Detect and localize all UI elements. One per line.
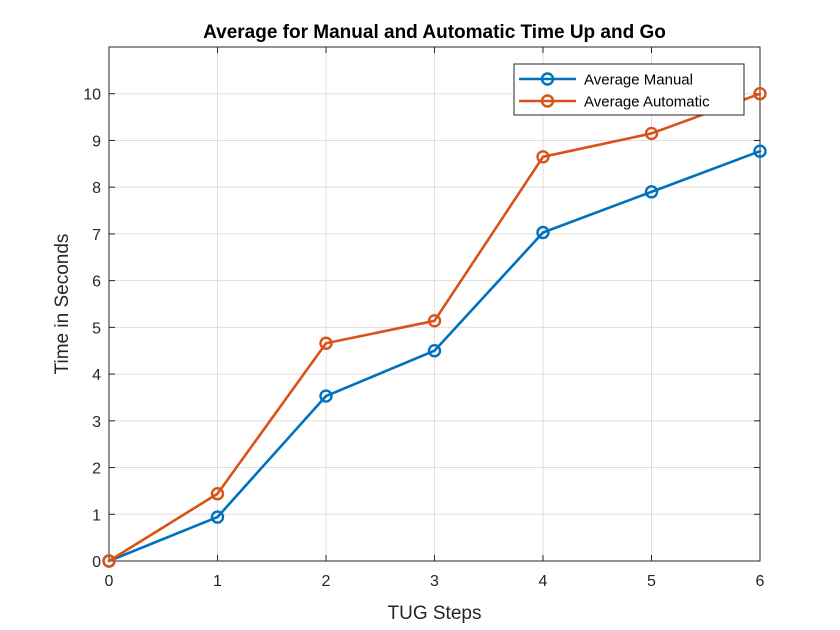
legend-label-manual: Average Manual <box>584 72 693 89</box>
x-tick-label: 0 <box>105 573 114 590</box>
data-point-average-manual <box>644 185 659 199</box>
x-tick-label: 2 <box>322 573 331 590</box>
y-tick-label: 4 <box>92 367 101 384</box>
y-axis-label: Time in Seconds <box>52 234 73 375</box>
y-tick-label: 1 <box>92 507 101 524</box>
x-tick-label: 4 <box>539 573 548 590</box>
chart-title: Average for Manual and Automatic Time Up… <box>203 22 666 43</box>
y-tick-label: 7 <box>92 227 101 244</box>
axis-ticks: 0 1 2 3 4 5 6 0 1 2 3 4 5 6 7 8 9 10 <box>83 47 765 590</box>
y-tick-label: 10 <box>83 87 101 104</box>
legend-marker-automatic <box>540 94 555 108</box>
series-line-average-automatic <box>107 92 762 563</box>
data-point-average-manual <box>536 225 550 240</box>
data-point-average-automatic <box>102 554 116 568</box>
y-tick-label: 8 <box>92 180 101 197</box>
data-point-average-automatic <box>427 314 442 328</box>
x-tick-label: 6 <box>756 573 765 590</box>
data-point-average-automatic <box>536 150 550 164</box>
data-point-average-automatic <box>319 336 333 350</box>
series-lines <box>102 87 767 568</box>
x-tick-label: 1 <box>213 573 222 590</box>
y-tick-label: 0 <box>92 554 101 571</box>
data-point-average-automatic <box>644 126 659 141</box>
data-point-average-automatic <box>753 87 767 101</box>
legend-marker-manual <box>540 72 555 86</box>
x-tick-label: 3 <box>430 573 439 590</box>
x-axis-label: TUG Steps <box>388 603 482 624</box>
y-tick-label: 9 <box>92 133 101 150</box>
data-point-average-manual <box>753 144 767 158</box>
data-point-average-manual <box>210 510 225 524</box>
y-tick-label: 6 <box>92 274 101 291</box>
y-tick-label: 3 <box>92 414 101 431</box>
legend: Average Manual Average Automatic <box>513 63 745 116</box>
series-line-average-manual <box>107 149 762 563</box>
data-point-average-manual <box>427 344 442 358</box>
y-tick-label: 2 <box>92 461 101 478</box>
legend-label-automatic: Average Automatic <box>584 94 710 111</box>
y-tick-label: 5 <box>92 320 101 337</box>
data-point-average-automatic <box>210 487 225 501</box>
legend-box <box>513 63 745 116</box>
data-point-average-manual <box>319 389 333 403</box>
x-tick-label: 5 <box>647 573 656 590</box>
